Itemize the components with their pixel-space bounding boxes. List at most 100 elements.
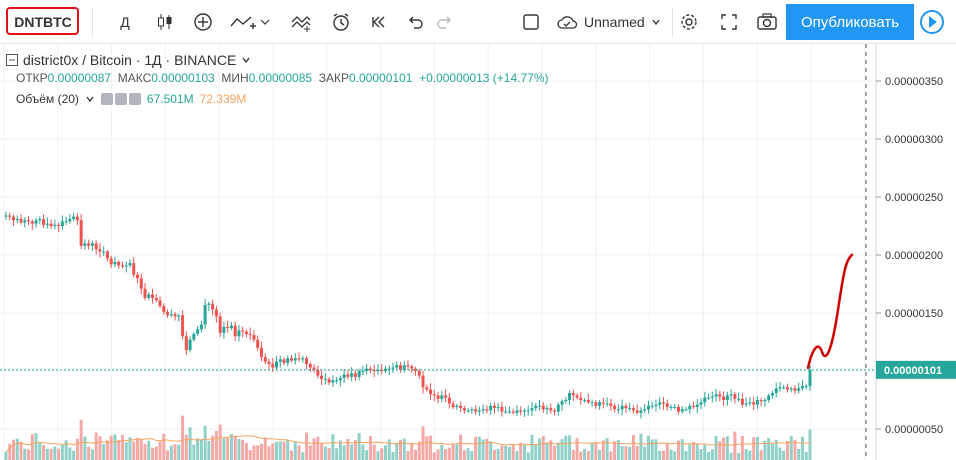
volume-bar [545, 442, 549, 460]
compare-icon[interactable] [226, 0, 276, 44]
volume-bar [305, 432, 309, 460]
candle-body [692, 405, 696, 407]
volume-bar [710, 449, 714, 460]
candle-body [275, 361, 279, 368]
price-axis[interactable] [876, 44, 956, 460]
volume-bar [316, 436, 320, 460]
chevron-down-icon[interactable] [241, 55, 251, 65]
volume-bar [79, 419, 83, 460]
volume-bar [19, 441, 23, 460]
candle-body [534, 405, 538, 409]
volume-bar [530, 434, 534, 460]
candle-body [263, 357, 267, 362]
volume-bar [233, 436, 237, 460]
candle-body [639, 410, 643, 413]
volume-bar [90, 449, 94, 460]
candle-body [421, 375, 425, 388]
volume-bar [12, 439, 16, 460]
fullscreen-square-icon[interactable] [514, 0, 548, 44]
candle-body [785, 387, 789, 390]
volume-bar [673, 451, 677, 460]
volume-bar [365, 450, 369, 460]
volume-bar [496, 448, 500, 460]
volume-bar [320, 443, 324, 460]
eye-icon[interactable] [100, 93, 113, 105]
hand-drawn-annotation [806, 253, 854, 370]
candle-body [631, 408, 635, 411]
undo-icon[interactable] [400, 0, 430, 44]
candle-body [710, 396, 714, 398]
candle-body [12, 216, 16, 221]
candle-body [316, 369, 320, 376]
volume-bar [23, 448, 27, 460]
candle-body [616, 409, 620, 411]
volume-bar [113, 434, 117, 460]
volume-bar [507, 446, 511, 460]
volume-bar [353, 440, 357, 460]
candle-body [740, 398, 744, 405]
replay-icon[interactable] [362, 0, 396, 44]
chevron-down-icon[interactable] [85, 94, 95, 104]
volume-bar [515, 451, 519, 460]
camera-icon[interactable] [750, 0, 784, 44]
candles-icon[interactable] [148, 0, 182, 44]
candle-body [677, 406, 681, 412]
price-chart[interactable]: 0.00000350 0.00000300 0.00000250 0.00000200… [0, 44, 956, 460]
candle-body [474, 409, 478, 412]
candle-body [440, 395, 444, 399]
candle-body [402, 365, 406, 370]
volume-bar [102, 444, 106, 460]
volume-bar [380, 448, 384, 460]
volume-bar [38, 442, 42, 460]
symbol-search-button[interactable]: DNTBTC [14, 14, 72, 30]
close-icon[interactable] [128, 93, 141, 105]
volume-bar [414, 449, 418, 460]
candle-body [169, 314, 173, 316]
fullscreen-icon[interactable] [712, 0, 746, 44]
close-value: 0.00000101 [348, 71, 413, 85]
volume-bar [631, 434, 635, 460]
candle-body [350, 373, 354, 377]
volume-bar [451, 444, 455, 460]
candle-body [537, 405, 541, 407]
volume-bar [196, 438, 200, 460]
volume-bar [692, 441, 696, 460]
candle-body [259, 347, 263, 358]
volume-bar [8, 443, 12, 460]
layout-menu-button[interactable]: Unnamed [556, 0, 670, 44]
volume-bar [391, 451, 395, 460]
candle-body [229, 325, 233, 329]
volume-bar [785, 440, 789, 460]
volume-bar [30, 434, 34, 460]
volume-bar [368, 436, 372, 460]
publish-button[interactable]: Опубликовать [786, 4, 914, 40]
redo-icon[interactable] [430, 0, 460, 44]
candle-body [624, 405, 628, 409]
volume-bar [158, 441, 162, 460]
candle-body [327, 379, 331, 383]
candle-body [151, 294, 155, 298]
indicator-templates-icon[interactable] [284, 0, 318, 44]
gear-icon[interactable] [114, 93, 127, 105]
interval-button[interactable]: Д [120, 14, 130, 30]
candle-body [188, 339, 192, 351]
volume-bar [49, 448, 53, 460]
candle-body [342, 374, 346, 378]
collapse-icon[interactable] [6, 54, 18, 66]
volume-bar [522, 445, 526, 460]
candle-body [391, 367, 395, 369]
gear-icon[interactable] [672, 0, 706, 44]
candle-body [451, 403, 455, 407]
candle-body [214, 309, 218, 317]
add-indicator-icon[interactable] [186, 0, 220, 44]
candle-body [380, 369, 384, 371]
alert-clock-icon[interactable] [324, 0, 358, 44]
candle-body [226, 326, 230, 329]
volume-bar [241, 439, 245, 460]
candle-body [312, 367, 316, 370]
volume-bar [335, 448, 339, 460]
volume-bar [139, 439, 143, 460]
volume-bar [466, 448, 470, 460]
price-tick-label: 0.00000200 [885, 250, 943, 262]
play-icon[interactable] [918, 8, 946, 36]
